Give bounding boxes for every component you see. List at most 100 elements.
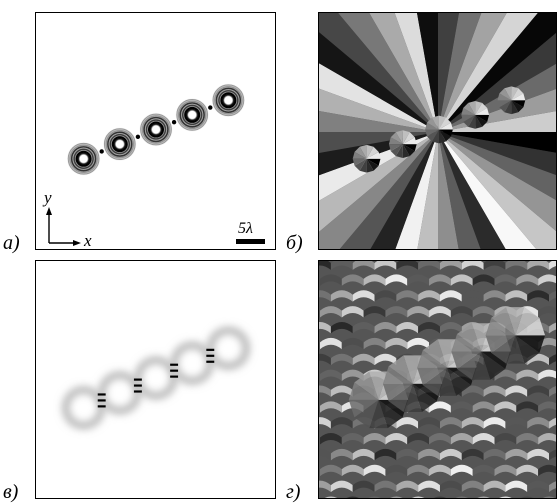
- phase-fringe: [505, 448, 528, 461]
- phase-fringe: [505, 290, 528, 302]
- phase-fringe: [549, 481, 556, 493]
- phase-fringe: [363, 274, 386, 286]
- phase-fringe: [346, 496, 359, 498]
- phase-fringe: [396, 290, 419, 302]
- phase-fringe: [450, 464, 473, 477]
- phase-fringe: [527, 417, 550, 429]
- phase-fringe: [352, 353, 375, 366]
- phase-fringe: [429, 433, 451, 445]
- phase-fringe: [549, 261, 556, 270]
- intensity-blurred-plot: [61, 326, 251, 430]
- phase-fringe: [527, 261, 550, 270]
- phase-fringe: [549, 354, 556, 366]
- phase-fringe: [429, 464, 451, 477]
- phase-fringe: [330, 290, 353, 302]
- phase-fringe: [439, 290, 462, 302]
- phase-fringe: [341, 369, 364, 381]
- phase-fringe: [439, 321, 462, 334]
- phase-fringe: [439, 448, 462, 461]
- phase-fringe: [549, 449, 556, 461]
- phase-sector: [437, 131, 481, 249]
- phase-vortex: [388, 130, 417, 159]
- phase-fringe: [542, 496, 556, 498]
- phase-vortex: [382, 355, 443, 413]
- phase-fringe: [407, 337, 430, 350]
- beam-junction-dot: [99, 149, 104, 154]
- phase-fringe: [516, 464, 539, 477]
- phase-fringe: [516, 369, 539, 381]
- beam-junction-dot: [208, 105, 213, 110]
- phase-fringe: [461, 261, 484, 270]
- phase-fringe: [319, 385, 331, 397]
- ring-beam: [66, 141, 101, 176]
- panel-a-intensity: [35, 12, 276, 250]
- phase-fringe: [538, 433, 556, 445]
- phase-fringe: [385, 464, 408, 477]
- phase-fringe: [319, 337, 342, 350]
- panel-g-phase: [318, 260, 557, 499]
- phase-fringe: [385, 306, 408, 318]
- phase-fringe: [319, 261, 331, 270]
- phase-sector: [319, 13, 438, 132]
- phase-fringe: [319, 433, 342, 445]
- phase-fringe: [483, 417, 506, 429]
- phase-fringe: [341, 433, 364, 445]
- phase-fringe: [483, 480, 506, 493]
- phase-sector: [437, 13, 507, 132]
- phase-fringe: [516, 401, 539, 413]
- xy-axes: [46, 207, 81, 246]
- phase-fringe: [538, 369, 556, 381]
- phase-sector: [437, 131, 506, 249]
- y-axis-label: y: [44, 188, 52, 207]
- phase-fringe: [390, 496, 403, 498]
- phase-fringe: [461, 417, 484, 429]
- phase-fringe: [374, 480, 397, 493]
- phase-fringe: [352, 480, 375, 493]
- phase-fringe: [505, 385, 528, 397]
- phase-fringe: [374, 321, 397, 334]
- phase-sector: [437, 131, 556, 232]
- phase-fringe: [483, 385, 506, 397]
- phase-sector: [319, 63, 438, 132]
- phase-fringe: [461, 480, 484, 493]
- phase-fringe: [396, 261, 419, 270]
- phase-fringe: [324, 496, 338, 498]
- phase-fringe: [505, 417, 528, 429]
- phase-vortex: [461, 101, 490, 129]
- panel-a-label: а): [3, 232, 20, 254]
- phase-fringe: [341, 274, 364, 286]
- phase-fringe: [330, 385, 353, 397]
- phase-sector: [437, 131, 556, 175]
- phase-fringe: [538, 274, 556, 286]
- scale-bar: [236, 239, 265, 244]
- phase-fringe: [461, 448, 484, 461]
- phase-fringe: [527, 480, 550, 493]
- phase-fringe: [319, 448, 331, 461]
- panel-v-intensity: [35, 260, 276, 499]
- phase-fringe: [439, 417, 462, 429]
- beam-junction-dot: [135, 134, 141, 140]
- phase-fringe: [516, 274, 539, 286]
- phase-fringe: [319, 401, 342, 413]
- phase-fringe: [330, 480, 353, 493]
- phase-fringe: [516, 433, 539, 445]
- phase-fringe: [330, 448, 353, 461]
- phase-fringe: [407, 464, 430, 477]
- phase-fringe: [407, 433, 430, 445]
- phase-fringe: [418, 261, 440, 270]
- phase-fringe: [429, 274, 451, 286]
- phase-fringe: [472, 274, 495, 286]
- phase-fringe: [341, 306, 364, 318]
- ring-beam: [175, 98, 210, 132]
- phase-fringe: [418, 417, 440, 429]
- phase-fringe: [494, 433, 517, 445]
- phase-fringe: [538, 464, 556, 477]
- phase-fringe: [439, 480, 462, 493]
- phase-fringe: [374, 261, 397, 270]
- phase-fringe: [477, 496, 490, 498]
- phase-fringe: [439, 261, 462, 270]
- phase-fringe: [330, 417, 353, 429]
- phase-fringe: [450, 401, 473, 413]
- phase-sector: [339, 131, 438, 249]
- intensity-blob-core: [69, 393, 98, 422]
